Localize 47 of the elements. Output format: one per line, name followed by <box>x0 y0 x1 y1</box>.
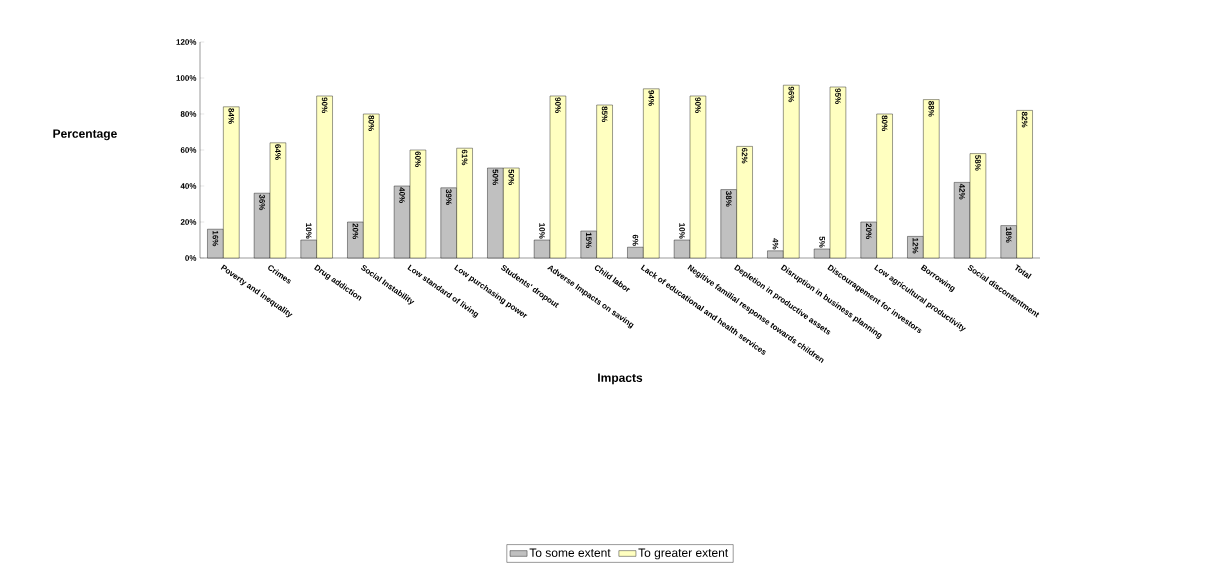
data-label: 58% <box>975 155 981 171</box>
legend-label: To greater extent <box>638 548 729 560</box>
data-label: 61% <box>461 149 468 166</box>
y-tick-label: 80% <box>180 111 197 117</box>
data-label: 64% <box>275 144 281 160</box>
data-label: 5% <box>819 236 825 248</box>
data-label: 60% <box>415 151 421 167</box>
data-label: 80% <box>881 115 888 131</box>
data-label: 15% <box>585 232 592 248</box>
data-label: 96% <box>788 86 795 103</box>
data-label: 42% <box>959 183 965 200</box>
data-label: 50% <box>508 169 515 185</box>
data-label: 10% <box>679 223 685 239</box>
data-label: 10% <box>539 223 545 239</box>
data-label: 90% <box>695 97 701 113</box>
data-label: 90% <box>555 97 561 113</box>
y-tick-label: 60% <box>180 147 197 153</box>
data-label: 20% <box>352 223 359 239</box>
data-label: 6% <box>632 234 639 246</box>
x-axis-title: Impacts <box>598 373 643 385</box>
data-label: 82% <box>1021 111 1028 128</box>
data-label: 84% <box>228 108 235 124</box>
data-label: 36% <box>259 194 265 211</box>
data-label: 40% <box>399 187 405 203</box>
data-label: 85% <box>601 106 608 122</box>
y-tick-label: 0% <box>185 255 197 261</box>
data-label: 88% <box>928 101 935 117</box>
data-label: 10% <box>305 223 312 239</box>
y-tick-label: 100% <box>176 75 197 81</box>
data-label: 95% <box>835 88 841 104</box>
data-label: 62% <box>741 147 748 164</box>
y-tick-label: 40% <box>180 183 197 189</box>
data-label: 18% <box>1005 227 1012 243</box>
y-tick-label: 120% <box>176 39 197 45</box>
data-label: 38% <box>725 190 732 207</box>
data-label: 50% <box>492 169 499 185</box>
y-axis-title: Percentage <box>53 129 117 141</box>
data-label: 20% <box>865 223 872 239</box>
data-label: 94% <box>648 90 655 106</box>
data-label: 4% <box>772 238 779 250</box>
data-label: 39% <box>445 189 452 205</box>
data-label: 12% <box>912 238 919 254</box>
y-tick-label: 20% <box>180 219 197 225</box>
data-label: 80% <box>368 115 375 131</box>
legend-label: To some extent <box>529 548 611 557</box>
data-label: 16% <box>212 230 219 247</box>
data-label: 90% <box>321 97 328 113</box>
